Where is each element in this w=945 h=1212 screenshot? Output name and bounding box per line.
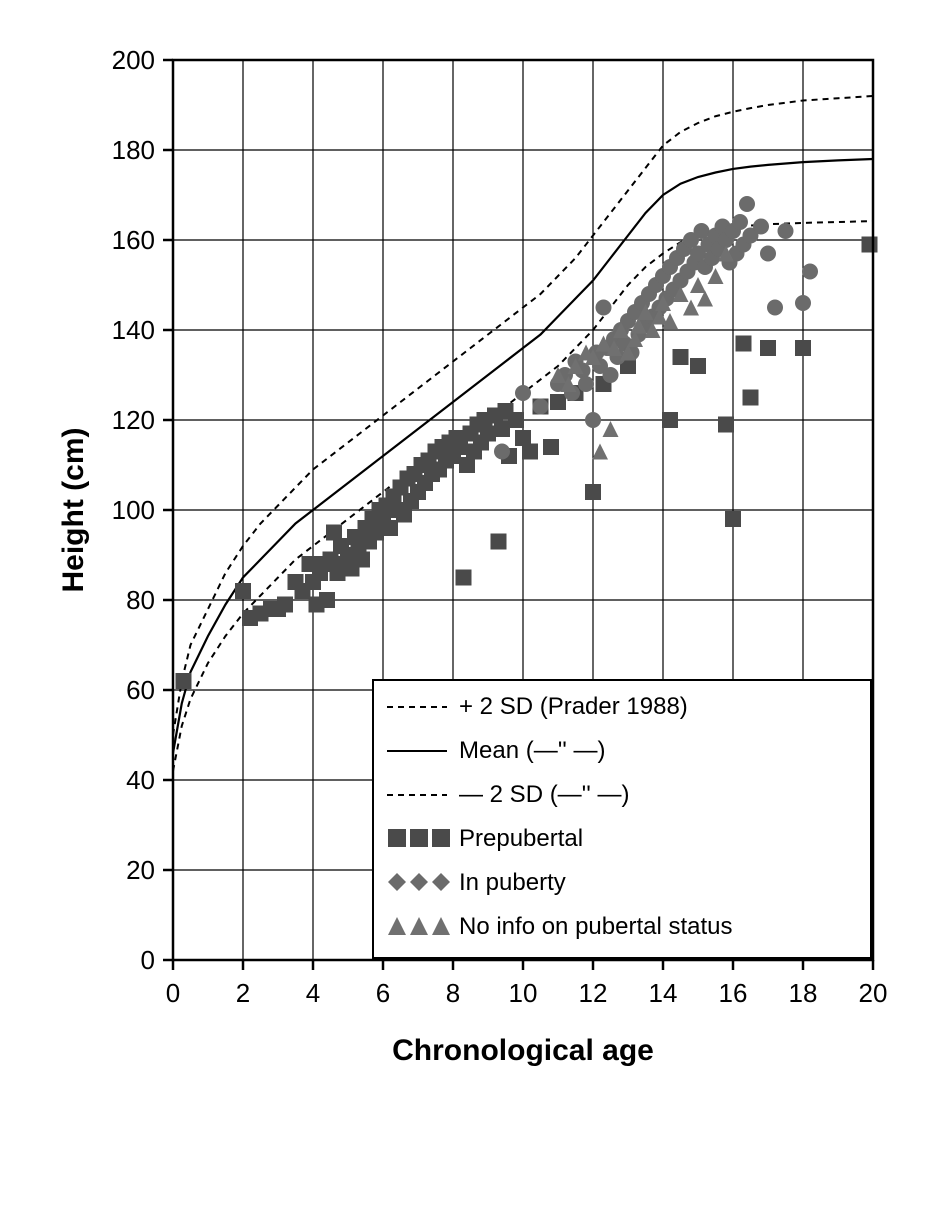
- x-axis-label: Chronological age: [392, 1034, 654, 1067]
- x-tick-label: 0: [165, 978, 179, 1008]
- y-tick-label: 60: [126, 675, 155, 705]
- y-tick-label: 200: [111, 45, 154, 75]
- x-tick-label: 8: [445, 978, 459, 1008]
- legend-label: — 2 SD (—'' —): [459, 781, 630, 808]
- y-tick-label: 100: [111, 495, 154, 525]
- x-tick-label: 10: [508, 978, 537, 1008]
- legend: + 2 SD (Prader 1988) Mean (—'' —) — 2 SD (…: [373, 680, 871, 958]
- legend-label: + 2 SD (Prader 1988): [459, 693, 688, 720]
- x-tick-label: 12: [578, 978, 607, 1008]
- legend-label: In puberty: [459, 869, 566, 896]
- y-tick-label: 160: [111, 225, 154, 255]
- legend-label: Prepubertal: [459, 825, 583, 852]
- y-tick-label: 140: [111, 315, 154, 345]
- x-tick-label: 18: [788, 978, 817, 1008]
- chart-svg: 0246810121416182002040608010012014016018…: [23, 20, 923, 1170]
- y-tick-label: 0: [140, 945, 154, 975]
- y-tick-label: 120: [111, 405, 154, 435]
- growth-chart: 0246810121416182002040608010012014016018…: [23, 20, 923, 1170]
- y-tick-label: 180: [111, 135, 154, 165]
- legend-label: No info on pubertal status: [459, 913, 733, 940]
- y-tick-label: 40: [126, 765, 155, 795]
- x-tick-label: 16: [718, 978, 747, 1008]
- y-tick-label: 20: [126, 855, 155, 885]
- y-tick-label: 80: [126, 585, 155, 615]
- legend-label: Mean (—'' —): [459, 737, 606, 764]
- x-tick-label: 4: [305, 978, 319, 1008]
- x-tick-label: 2: [235, 978, 249, 1008]
- x-tick-label: 6: [375, 978, 389, 1008]
- x-tick-label: 14: [648, 978, 677, 1008]
- y-axis-label: Height (cm): [57, 428, 90, 593]
- x-tick-label: 20: [858, 978, 887, 1008]
